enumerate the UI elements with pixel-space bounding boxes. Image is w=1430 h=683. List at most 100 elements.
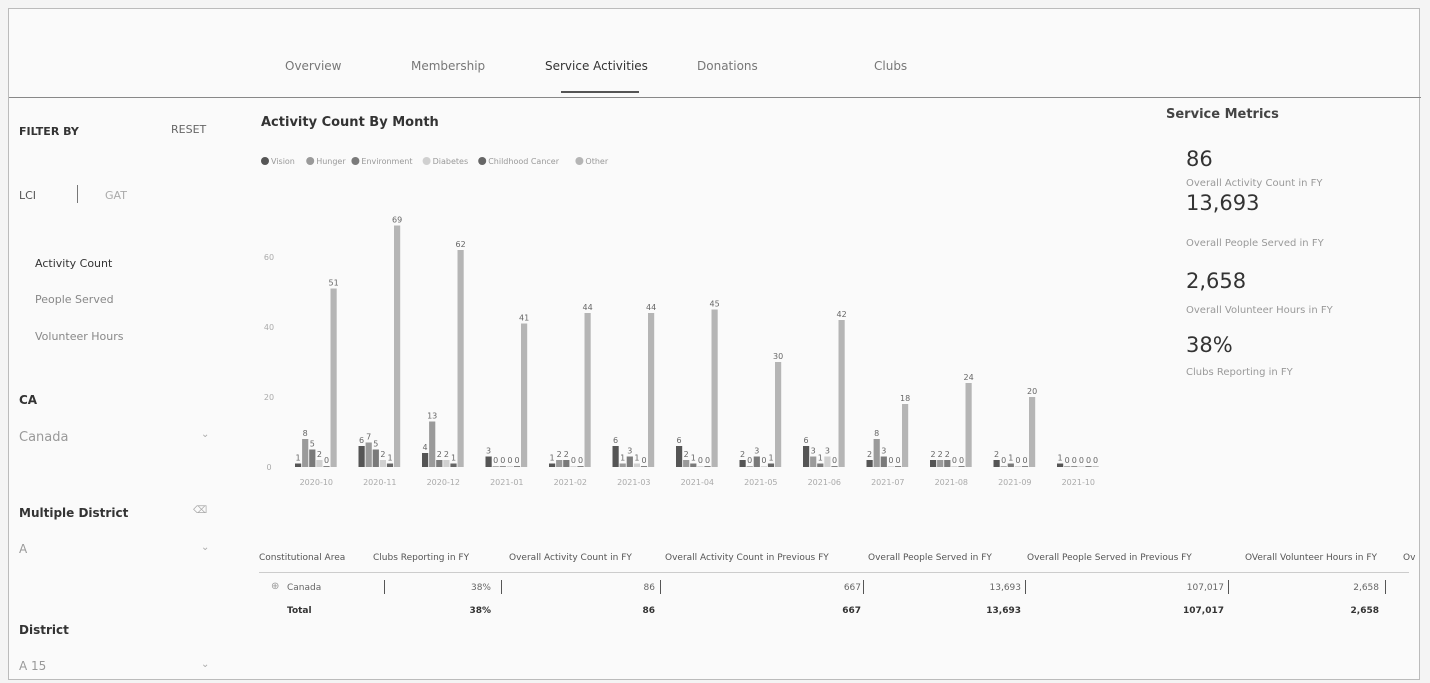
toggle-lci[interactable]: LCI bbox=[19, 189, 37, 202]
table-header[interactable]: Overall People Served in FY bbox=[868, 553, 992, 563]
tab-donations[interactable]: Donations bbox=[697, 59, 758, 73]
data-label: 0 bbox=[698, 456, 703, 465]
data-label: 42 bbox=[837, 310, 847, 319]
bar bbox=[372, 449, 379, 467]
data-label: 2 bbox=[564, 450, 569, 459]
bar bbox=[937, 460, 944, 467]
x-tick-label: 2020-11 bbox=[363, 478, 396, 487]
cell-bar bbox=[863, 580, 864, 594]
data-label: 1 bbox=[634, 454, 639, 463]
data-label: 3 bbox=[627, 447, 632, 456]
bar bbox=[1064, 466, 1071, 467]
bar bbox=[944, 460, 951, 467]
data-label: 0 bbox=[500, 456, 505, 465]
legend-swatch bbox=[261, 157, 269, 165]
bar bbox=[902, 404, 909, 467]
legend-label: Other bbox=[585, 157, 608, 166]
data-label: 3 bbox=[881, 447, 886, 456]
tab-membership[interactable]: Membership bbox=[411, 59, 486, 73]
bar bbox=[563, 460, 570, 467]
tab-service-activities[interactable]: Service Activities bbox=[545, 59, 648, 73]
bar bbox=[584, 313, 591, 467]
bar bbox=[760, 466, 767, 467]
total-people-served-prev: 107,017 bbox=[1183, 606, 1224, 616]
table-header[interactable]: Constitutional Area bbox=[259, 553, 346, 563]
table-header[interactable]: OVerall Volunteer Hours in FY bbox=[1245, 553, 1378, 563]
bar bbox=[824, 456, 831, 467]
ca-dropdown[interactable]: Canada bbox=[19, 430, 69, 445]
chevron-down-icon[interactable]: ⌄ bbox=[201, 542, 210, 553]
tab-overview[interactable]: Overview bbox=[285, 59, 342, 73]
data-label: 0 bbox=[1086, 456, 1091, 465]
expand-icon[interactable]: ⊕ bbox=[271, 581, 280, 592]
data-label: 0 bbox=[324, 456, 329, 465]
cell-people-served: 13,693 bbox=[989, 583, 1022, 593]
metric-clubs-reporting-label: Clubs Reporting in FY bbox=[1186, 367, 1293, 378]
chevron-down-icon[interactable]: ⌄ bbox=[201, 659, 210, 670]
data-label: 0 bbox=[1065, 456, 1070, 465]
metric-clubs-reporting-value: 38% bbox=[1186, 333, 1233, 357]
clear-filter-icon[interactable]: ⌫ bbox=[193, 505, 208, 516]
cell-bar bbox=[1385, 580, 1386, 594]
data-label: 24 bbox=[964, 373, 974, 382]
x-tick-label: 2021-02 bbox=[554, 478, 587, 487]
multiple-district-label: Multiple District bbox=[19, 506, 129, 520]
bar bbox=[443, 460, 450, 467]
cell-activity-count: 86 bbox=[643, 583, 655, 593]
x-tick-label: 2020-12 bbox=[427, 478, 460, 487]
measure-volunteer-hours[interactable]: Volunteer Hours bbox=[35, 330, 124, 343]
toggle-gat[interactable]: GAT bbox=[105, 189, 127, 202]
measure-people-served[interactable]: People Served bbox=[35, 293, 114, 306]
data-label: 8 bbox=[303, 429, 308, 438]
data-label: 13 bbox=[427, 412, 437, 421]
bar bbox=[1071, 466, 1078, 467]
x-tick-label: 2021-04 bbox=[681, 478, 714, 487]
data-label: 1 bbox=[1058, 454, 1063, 463]
metric-activity-count-label: Overall Activity Count in FY bbox=[1186, 178, 1323, 189]
measure-activity-count[interactable]: Activity Count bbox=[35, 257, 113, 270]
data-label: 0 bbox=[832, 456, 837, 465]
bar bbox=[951, 466, 958, 467]
data-label: 44 bbox=[583, 303, 593, 312]
chevron-down-icon[interactable]: ⌄ bbox=[201, 429, 210, 440]
data-label: 62 bbox=[456, 240, 466, 249]
data-label: 44 bbox=[646, 303, 656, 312]
bar bbox=[880, 456, 887, 467]
bar bbox=[612, 446, 619, 467]
table-header[interactable]: Overall People Served in Previous FY bbox=[1027, 553, 1192, 563]
bar bbox=[690, 463, 697, 467]
bar bbox=[775, 362, 782, 467]
bar bbox=[683, 460, 690, 467]
data-label: 4 bbox=[423, 443, 428, 452]
table-header[interactable]: Overall Activity Count in FY bbox=[509, 553, 632, 563]
reset-button[interactable]: RESET bbox=[171, 123, 207, 136]
filter-by-heading: FILTER BY bbox=[19, 125, 79, 138]
multiple-district-dropdown[interactable]: A bbox=[19, 542, 28, 556]
bar bbox=[316, 460, 323, 467]
data-label: 3 bbox=[811, 447, 816, 456]
x-tick-label: 2021-09 bbox=[998, 478, 1031, 487]
toggle-divider bbox=[77, 185, 78, 203]
cell-bar bbox=[384, 580, 385, 594]
dashboard-frame: Overview Membership Service Activities D… bbox=[8, 8, 1421, 680]
table-header[interactable]: Clubs Reporting in FY bbox=[373, 553, 470, 563]
bar bbox=[697, 466, 704, 467]
tab-clubs[interactable]: Clubs bbox=[874, 59, 908, 73]
y-tick-label: 20 bbox=[264, 393, 274, 402]
bar bbox=[958, 466, 965, 467]
data-label: 2 bbox=[994, 450, 999, 459]
data-label: 0 bbox=[578, 456, 583, 465]
bar bbox=[379, 460, 386, 467]
district-dropdown[interactable]: A 15 bbox=[19, 659, 47, 673]
bar bbox=[570, 466, 577, 467]
bar bbox=[457, 250, 464, 467]
table-header[interactable]: Overall Activity Count in Previous FY bbox=[665, 553, 829, 563]
bar bbox=[436, 460, 443, 467]
tab-bar: Overview Membership Service Activities D… bbox=[9, 9, 1421, 98]
bar bbox=[1085, 466, 1092, 467]
metric-volunteer-hours-value: 2,658 bbox=[1186, 269, 1247, 293]
header-divider bbox=[259, 572, 1409, 573]
bar bbox=[633, 463, 640, 467]
table-header[interactable]: Ov bbox=[1403, 553, 1416, 563]
bar bbox=[838, 320, 845, 467]
